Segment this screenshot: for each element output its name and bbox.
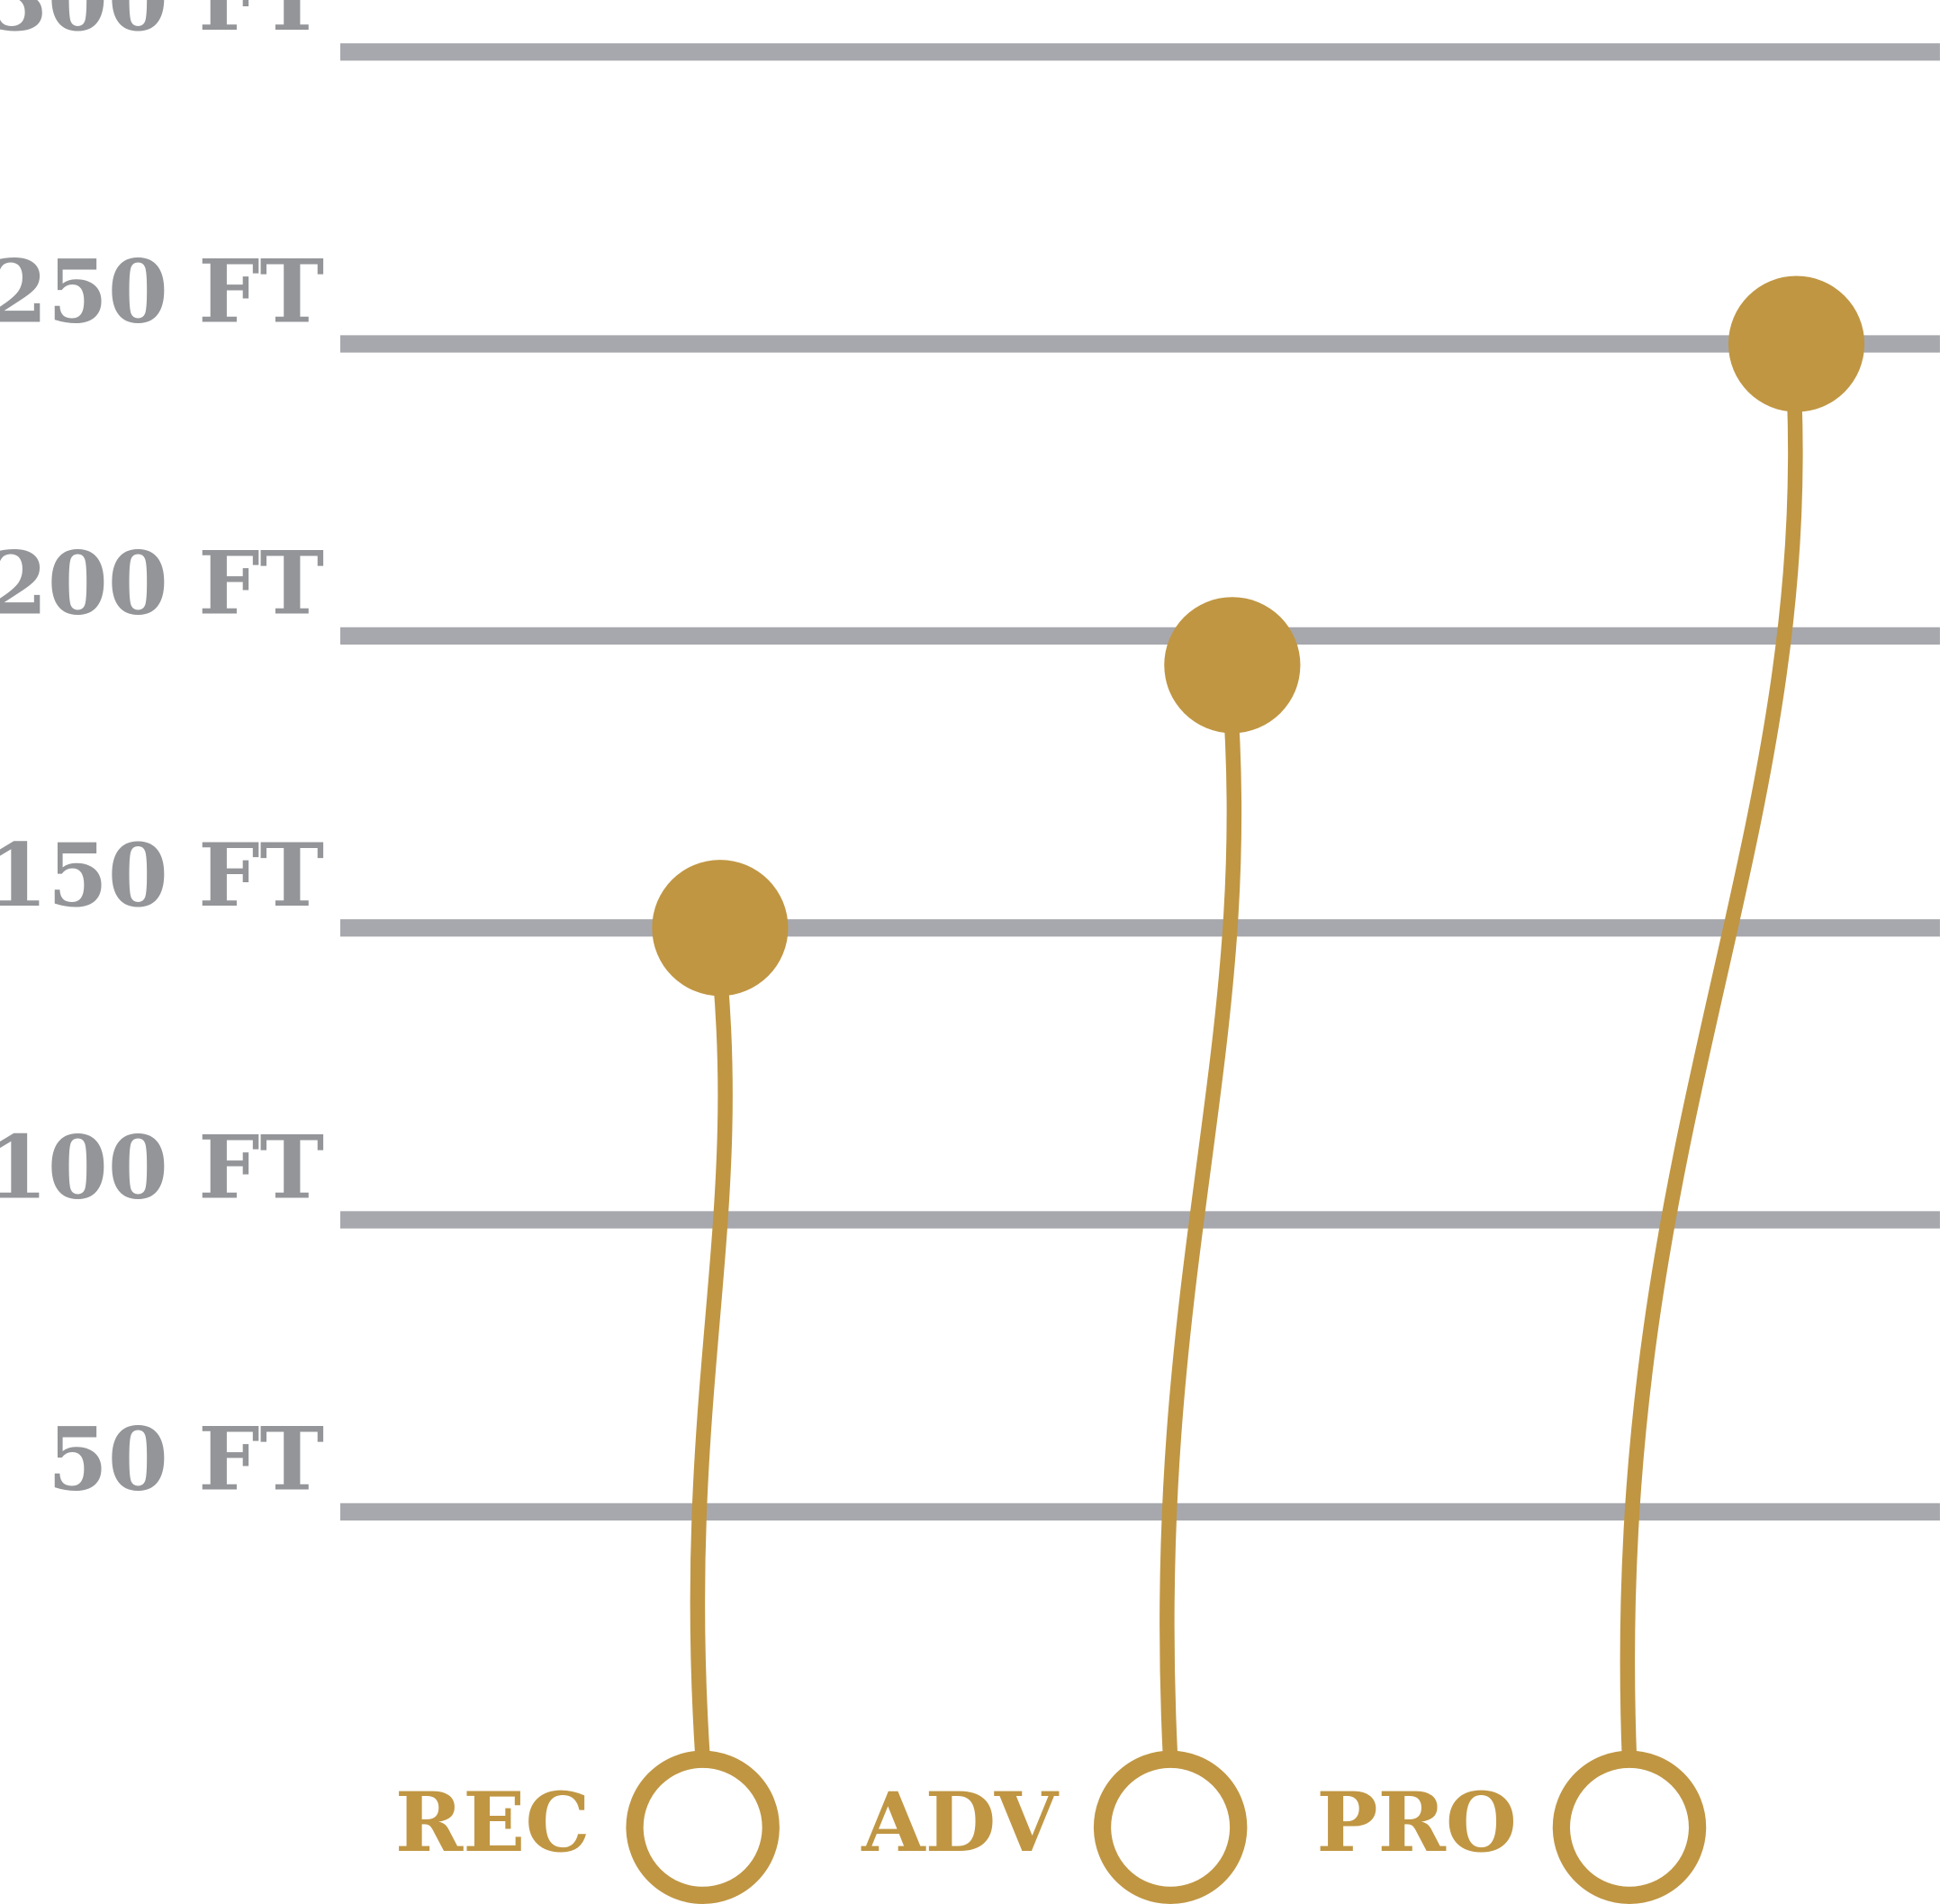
- category-label: PRO: [1316, 1775, 1517, 1871]
- category-label: ADV: [861, 1775, 1059, 1871]
- stem: [1159, 664, 1242, 1760]
- y-tick-label: 150 FT: [0, 825, 324, 926]
- category-label: REC: [395, 1775, 591, 1871]
- base-ring: [1552, 1750, 1707, 1904]
- y-tick-label: 300 FT: [0, 0, 324, 50]
- stem: [1620, 343, 1803, 1760]
- base-ring: [626, 1750, 780, 1904]
- dot: [1164, 597, 1301, 734]
- y-tick-label: 250 FT: [0, 240, 324, 342]
- y-tick-label: 50 FT: [48, 1409, 324, 1511]
- dot: [1728, 275, 1865, 412]
- y-tick-label: 200 FT: [0, 533, 324, 635]
- stem: [690, 926, 733, 1760]
- base-ring: [1093, 1750, 1248, 1904]
- y-tick-label: 100 FT: [0, 1116, 324, 1218]
- dot: [652, 860, 789, 997]
